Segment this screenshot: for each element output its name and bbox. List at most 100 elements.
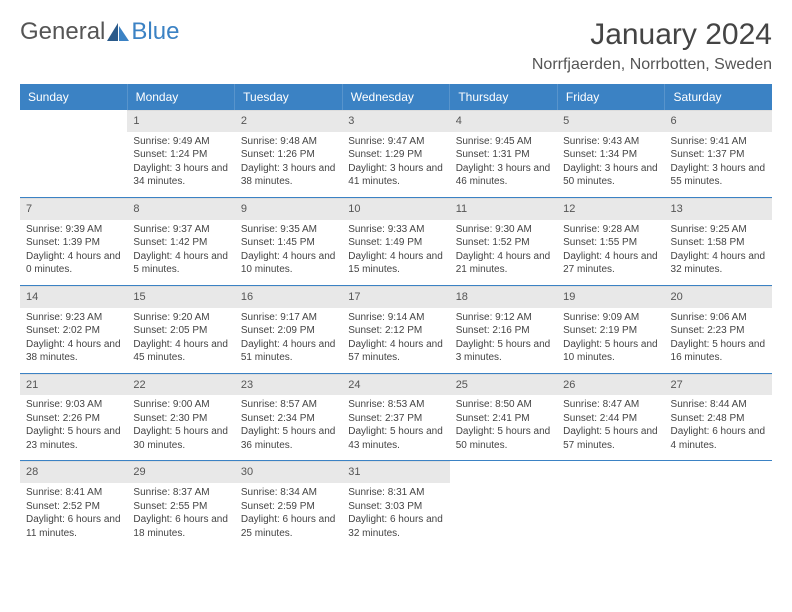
week-row: 21Sunrise: 9:03 AMSunset: 2:26 PMDayligh… xyxy=(20,373,772,461)
day-cell xyxy=(450,461,557,548)
day-cell: 3Sunrise: 9:47 AMSunset: 1:29 PMDaylight… xyxy=(342,110,449,197)
daylight-text: Daylight: 6 hours and 11 minutes. xyxy=(26,513,121,540)
daylight-text: Daylight: 5 hours and 10 minutes. xyxy=(563,338,658,365)
weekday-thursday: Thursday xyxy=(450,84,558,110)
day-number: 28 xyxy=(20,461,127,483)
daylight-text: Daylight: 4 hours and 15 minutes. xyxy=(348,250,443,277)
day-number: 9 xyxy=(235,198,342,220)
day-cell: 23Sunrise: 8:57 AMSunset: 2:34 PMDayligh… xyxy=(235,374,342,461)
day-number: 26 xyxy=(557,374,664,396)
page-title: January 2024 xyxy=(590,18,772,52)
daylight-text: Daylight: 5 hours and 23 minutes. xyxy=(26,425,121,452)
weekday-sunday: Sunday xyxy=(20,84,128,110)
sunset-text: Sunset: 2:02 PM xyxy=(26,324,121,338)
weekday-tuesday: Tuesday xyxy=(235,84,343,110)
sunrise-text: Sunrise: 9:39 AM xyxy=(26,223,121,237)
logo-text-1: General xyxy=(20,18,105,46)
daylight-text: Daylight: 4 hours and 21 minutes. xyxy=(456,250,551,277)
day-number: 22 xyxy=(127,374,234,396)
daylight-text: Daylight: 6 hours and 25 minutes. xyxy=(241,513,336,540)
day-cell: 30Sunrise: 8:34 AMSunset: 2:59 PMDayligh… xyxy=(235,461,342,548)
daylight-text: Daylight: 6 hours and 18 minutes. xyxy=(133,513,228,540)
sunrise-text: Sunrise: 8:41 AM xyxy=(26,486,121,500)
day-cell: 11Sunrise: 9:30 AMSunset: 1:52 PMDayligh… xyxy=(450,198,557,285)
sunset-text: Sunset: 2:23 PM xyxy=(671,324,766,338)
daylight-text: Daylight: 4 hours and 27 minutes. xyxy=(563,250,658,277)
day-number: 6 xyxy=(665,110,772,132)
day-cell xyxy=(665,461,772,548)
sunset-text: Sunset: 2:19 PM xyxy=(563,324,658,338)
day-number: 11 xyxy=(450,198,557,220)
location-label: Norrfjaerden, Norrbotten, Sweden xyxy=(20,56,772,74)
day-cell: 1Sunrise: 9:49 AMSunset: 1:24 PMDaylight… xyxy=(127,110,234,197)
day-cell: 13Sunrise: 9:25 AMSunset: 1:58 PMDayligh… xyxy=(665,198,772,285)
day-cell: 17Sunrise: 9:14 AMSunset: 2:12 PMDayligh… xyxy=(342,286,449,373)
day-cell: 16Sunrise: 9:17 AMSunset: 2:09 PMDayligh… xyxy=(235,286,342,373)
day-cell: 7Sunrise: 9:39 AMSunset: 1:39 PMDaylight… xyxy=(20,198,127,285)
day-number: 7 xyxy=(20,198,127,220)
sunset-text: Sunset: 1:39 PM xyxy=(26,236,121,250)
day-number: 1 xyxy=(127,110,234,132)
day-number xyxy=(665,461,772,482)
day-number: 31 xyxy=(342,461,449,483)
daylight-text: Daylight: 3 hours and 41 minutes. xyxy=(348,162,443,189)
sunset-text: Sunset: 1:37 PM xyxy=(671,148,766,162)
sunrise-text: Sunrise: 9:03 AM xyxy=(26,398,121,412)
day-cell: 15Sunrise: 9:20 AMSunset: 2:05 PMDayligh… xyxy=(127,286,234,373)
sunset-text: Sunset: 1:29 PM xyxy=(348,148,443,162)
sunrise-text: Sunrise: 9:00 AM xyxy=(133,398,228,412)
day-number: 24 xyxy=(342,374,449,396)
weekday-wednesday: Wednesday xyxy=(343,84,451,110)
sunrise-text: Sunrise: 9:06 AM xyxy=(671,311,766,325)
daylight-text: Daylight: 4 hours and 10 minutes. xyxy=(241,250,336,277)
daylight-text: Daylight: 4 hours and 45 minutes. xyxy=(133,338,228,365)
week-row: 14Sunrise: 9:23 AMSunset: 2:02 PMDayligh… xyxy=(20,285,772,373)
sunrise-text: Sunrise: 9:37 AM xyxy=(133,223,228,237)
daylight-text: Daylight: 3 hours and 38 minutes. xyxy=(241,162,336,189)
day-cell: 28Sunrise: 8:41 AMSunset: 2:52 PMDayligh… xyxy=(20,461,127,548)
sunrise-text: Sunrise: 9:25 AM xyxy=(671,223,766,237)
sunrise-text: Sunrise: 9:17 AM xyxy=(241,311,336,325)
sunset-text: Sunset: 1:49 PM xyxy=(348,236,443,250)
sunrise-text: Sunrise: 8:34 AM xyxy=(241,486,336,500)
day-number: 12 xyxy=(557,198,664,220)
daylight-text: Daylight: 5 hours and 36 minutes. xyxy=(241,425,336,452)
sunset-text: Sunset: 2:48 PM xyxy=(671,412,766,426)
day-number: 29 xyxy=(127,461,234,483)
daylight-text: Daylight: 3 hours and 55 minutes. xyxy=(671,162,766,189)
day-cell xyxy=(20,110,127,197)
sunset-text: Sunset: 1:58 PM xyxy=(671,236,766,250)
sunrise-text: Sunrise: 9:33 AM xyxy=(348,223,443,237)
day-cell: 27Sunrise: 8:44 AMSunset: 2:48 PMDayligh… xyxy=(665,374,772,461)
day-number: 27 xyxy=(665,374,772,396)
week-row: 7 Sunrise: 9:39 AMSunset: 1:39 PM Daylight… xyxy=(20,197,772,285)
daylight-text: Daylight: 4 hours and 38 minutes. xyxy=(26,338,121,365)
day-number: 17 xyxy=(342,286,449,308)
sunrise-text: Sunrise: 9:20 AM xyxy=(133,311,228,325)
sunset-text: Sunset: 1:31 PM xyxy=(456,148,551,162)
sunrise-text: Sunrise: 9:43 AM xyxy=(563,135,658,149)
day-cell xyxy=(557,461,664,548)
day-cell: 12Sunrise: 9:28 AMSunset: 1:55 PMDayligh… xyxy=(557,198,664,285)
day-cell: 2Sunrise: 9:48 AMSunset: 1:26 PMDaylight… xyxy=(235,110,342,197)
day-number xyxy=(557,461,664,482)
daylight-text: Daylight: 3 hours and 50 minutes. xyxy=(563,162,658,189)
sunrise-text: Sunrise: 9:47 AM xyxy=(348,135,443,149)
sunrise-text: Sunrise: 8:57 AM xyxy=(241,398,336,412)
sunrise-text: Sunrise: 8:37 AM xyxy=(133,486,228,500)
sunset-text: Sunset: 2:26 PM xyxy=(26,412,121,426)
sunrise-text: Sunrise: 8:50 AM xyxy=(456,398,551,412)
weekday-header-row: SundayMondayTuesdayWednesdayThursdayFrid… xyxy=(20,84,772,110)
day-cell: 14Sunrise: 9:23 AMSunset: 2:02 PMDayligh… xyxy=(20,286,127,373)
day-cell: 29Sunrise: 8:37 AMSunset: 2:55 PMDayligh… xyxy=(127,461,234,548)
day-cell: 8Sunrise: 9:37 AMSunset: 1:42 PMDaylight… xyxy=(127,198,234,285)
day-number xyxy=(450,461,557,482)
sunrise-text: Sunrise: 8:47 AM xyxy=(563,398,658,412)
day-number xyxy=(20,110,127,131)
sunset-text: Sunset: 1:55 PM xyxy=(563,236,658,250)
sunset-text: Sunset: 2:34 PM xyxy=(241,412,336,426)
week-row: 28Sunrise: 8:41 AMSunset: 2:52 PMDayligh… xyxy=(20,460,772,548)
sunrise-text: Sunrise: 9:23 AM xyxy=(26,311,121,325)
day-cell: 18Sunrise: 9:12 AMSunset: 2:16 PMDayligh… xyxy=(450,286,557,373)
day-cell: 5Sunrise: 9:43 AMSunset: 1:34 PMDaylight… xyxy=(557,110,664,197)
